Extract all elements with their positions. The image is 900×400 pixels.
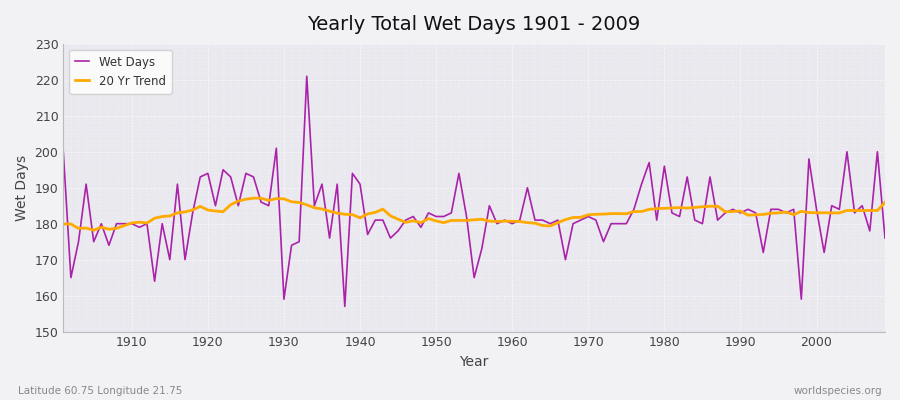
20 Yr Trend [522,220,533,225]
Wet Days [347,171,358,176]
Line: Wet Days: Wet Days [63,76,885,306]
20 Yr Trend [58,222,68,226]
Y-axis label: Wet Days: Wet Days [15,155,29,221]
Wet Days [119,221,130,226]
Wet Days [515,218,526,222]
X-axis label: Year: Year [460,355,489,369]
Wet Days [522,185,533,190]
Line: 20 Yr Trend: 20 Yr Trend [63,198,885,230]
20 Yr Trend [126,220,137,225]
Wet Days [302,74,312,79]
20 Yr Trend [515,219,526,224]
Title: Yearly Total Wet Days 1901 - 2009: Yearly Total Wet Days 1901 - 2009 [308,15,641,34]
20 Yr Trend [613,211,624,216]
Wet Days [339,304,350,309]
Wet Days [58,149,68,154]
Wet Days [613,221,624,226]
Wet Days [286,243,297,248]
20 Yr Trend [88,228,99,232]
Wet Days [879,236,890,240]
20 Yr Trend [879,200,890,205]
Text: Latitude 60.75 Longitude 21.75: Latitude 60.75 Longitude 21.75 [18,386,183,396]
20 Yr Trend [347,212,358,217]
Text: worldspecies.org: worldspecies.org [794,386,882,396]
20 Yr Trend [302,202,312,207]
Legend: Wet Days, 20 Yr Trend: Wet Days, 20 Yr Trend [69,50,172,94]
20 Yr Trend [248,196,259,200]
